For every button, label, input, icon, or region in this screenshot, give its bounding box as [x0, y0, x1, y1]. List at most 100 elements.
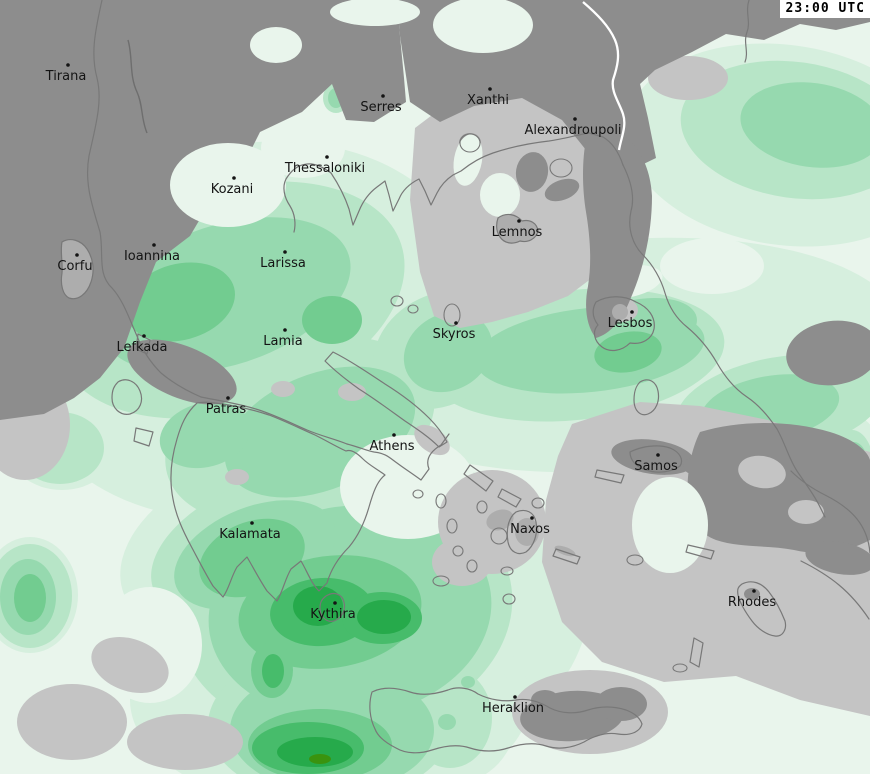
cloud-area: [531, 690, 559, 710]
coastline: [685, 544, 715, 560]
city-dot: [530, 516, 534, 520]
city-dot: [752, 589, 756, 593]
city-label: Ioannina: [124, 249, 180, 264]
island-coastline: [452, 545, 464, 557]
cloud-area: [687, 423, 870, 553]
rain-area: [262, 654, 284, 688]
city-marker-lemnos: Lemnos: [492, 219, 543, 240]
cloud-area: [91, 636, 169, 694]
city-dot: [142, 334, 146, 338]
country-border: [127, 39, 148, 134]
coastline: [552, 548, 581, 565]
city-label: Thessaloniki: [284, 161, 365, 176]
rain-area: [740, 82, 870, 168]
coastline: [506, 509, 538, 555]
cloud-area: [611, 439, 695, 475]
island-coastline: [500, 566, 514, 576]
sea-area: [433, 0, 533, 53]
city-label: Kalamata: [219, 527, 281, 542]
island: [496, 213, 539, 244]
city-dot: [630, 310, 634, 314]
cloud-area: [338, 383, 366, 401]
coastline: [200, 396, 348, 445]
cloud-area: [738, 455, 786, 489]
sea-area: [330, 0, 420, 26]
city-dot: [152, 243, 156, 247]
city-marker-heraklion: Heraklion: [482, 695, 544, 716]
cloud-area: [595, 687, 647, 721]
coastline: [629, 445, 683, 473]
city-marker-patras: Patras: [206, 396, 246, 417]
city-label: Naxos: [510, 522, 550, 537]
cloud-area: [515, 152, 549, 192]
cloud-area: [17, 684, 127, 760]
island-coastline: [459, 133, 481, 153]
city-label: Corfu: [57, 259, 92, 274]
rain-area: [293, 586, 343, 626]
rain-area: [159, 401, 251, 469]
coastline: [622, 164, 826, 518]
rain-area: [199, 518, 305, 598]
city-label: Samos: [634, 459, 678, 474]
sea-area: [261, 118, 345, 178]
rain-area: [594, 331, 662, 373]
timestamp: 23:00 UTC: [779, 0, 870, 18]
rain-area: [461, 676, 475, 688]
city-marker-kalamata: Kalamata: [219, 521, 281, 542]
rain-area: [357, 600, 411, 634]
city-marker-serres: Serres: [360, 94, 402, 115]
city-label: Tirana: [45, 69, 87, 84]
city-marker-lefkada: Lefkada: [116, 334, 168, 355]
city-label: Lesbos: [608, 316, 653, 331]
sea-area: [480, 173, 520, 217]
city-label: Alexandroupoli: [524, 123, 621, 138]
city-marker-samos: Samos: [634, 453, 678, 474]
city-label: Serres: [360, 100, 401, 115]
city-marker-kozani: Kozani: [211, 176, 253, 197]
city-dot: [488, 87, 492, 91]
sea-area: [250, 27, 302, 63]
city-marker-thessaloniki: Thessaloniki: [284, 155, 365, 176]
sea-area: [170, 143, 286, 227]
island-coastline: [390, 295, 404, 307]
city-dot: [283, 250, 287, 254]
island-coastline: [412, 489, 424, 499]
cloud-area: [271, 381, 295, 397]
island-coastline: [502, 593, 516, 605]
city-dot: [283, 328, 287, 332]
rain-area: [309, 754, 331, 764]
city-dot: [392, 433, 396, 437]
coastline: [463, 464, 494, 492]
rain-area: [302, 296, 362, 344]
island-coastline: [407, 304, 419, 314]
coastline: [592, 296, 655, 352]
city-label: Lamia: [263, 334, 302, 349]
coastline: [594, 469, 625, 484]
coastline: [689, 637, 704, 668]
city-dot: [454, 321, 458, 325]
city-dot: [66, 63, 70, 67]
island-coastline: [549, 158, 573, 178]
rain-area: [277, 737, 353, 767]
coastline: [170, 401, 386, 602]
cloud-area: [786, 320, 870, 386]
sea-area: [632, 477, 708, 573]
city-marker-alexandroupoli: Alexandroupoli: [524, 117, 622, 138]
cloud-area: [583, 120, 652, 338]
island: [60, 239, 94, 300]
cloud-area: [486, 509, 514, 531]
cloud-area: [127, 714, 243, 770]
city-dot: [573, 117, 577, 121]
cloud-area: [744, 588, 760, 600]
city-dot: [333, 601, 337, 605]
city-marker-larissa: Larissa: [260, 250, 306, 271]
coastline: [633, 379, 660, 416]
coastline: [497, 488, 522, 508]
coastline: [369, 687, 643, 754]
cloud-area: [432, 538, 492, 586]
city-dot: [656, 453, 660, 457]
coastline: [319, 592, 346, 622]
island-coastline: [531, 497, 545, 509]
